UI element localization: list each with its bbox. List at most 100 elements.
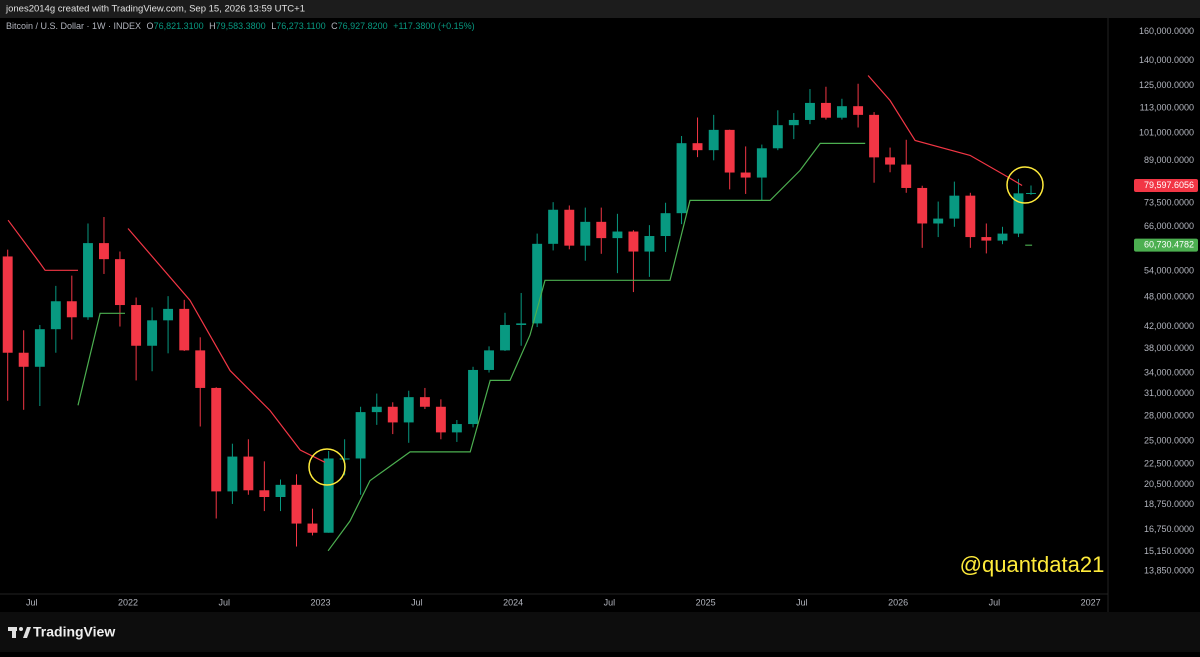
candle-body xyxy=(756,148,767,178)
candle-body xyxy=(179,308,190,351)
y-tick-label: 16,750.0000 xyxy=(1144,524,1194,534)
x-tick-label: 2026 xyxy=(888,597,908,607)
y-tick-label: 38,000.0000 xyxy=(1144,343,1194,353)
candle-body xyxy=(612,231,623,239)
price-label: 60,730.4782 xyxy=(1144,240,1194,250)
candle-body xyxy=(435,406,446,433)
y-tick-label: 66,000.0000 xyxy=(1144,221,1194,231)
x-tick-label: Jul xyxy=(26,597,38,607)
candle-body xyxy=(869,114,880,158)
y-tick-label: 13,850.0000 xyxy=(1144,566,1194,576)
candle-body xyxy=(917,187,928,224)
legend-value: 76,273.1100 xyxy=(276,21,325,31)
candle-body xyxy=(580,221,591,246)
legend-change: +117.3800 (+0.15%) xyxy=(393,21,474,31)
candle-body xyxy=(532,243,543,324)
candle-body xyxy=(243,456,254,491)
candle-body xyxy=(211,387,222,492)
header-bar xyxy=(0,0,1200,18)
candle-body xyxy=(275,484,286,497)
candle-body xyxy=(484,350,494,370)
price-label: 79,597.6056 xyxy=(1144,180,1194,190)
header-text: jones2014g created with TradingView.com,… xyxy=(5,4,305,15)
candle-body xyxy=(307,523,318,533)
candle-body xyxy=(259,490,270,497)
brand-logo xyxy=(8,627,31,638)
candle-body xyxy=(805,102,815,120)
x-tick-label: Jul xyxy=(604,597,616,607)
x-tick-label: 2027 xyxy=(1081,597,1101,607)
candle-body xyxy=(387,406,398,423)
y-tick-label: 48,000.0000 xyxy=(1144,291,1194,301)
candle-body xyxy=(596,221,607,239)
candle-body xyxy=(355,412,366,459)
y-tick-label: 42,000.0000 xyxy=(1144,321,1194,331)
candle-body xyxy=(708,129,719,151)
candle-body xyxy=(451,424,462,433)
y-tick-label: 73,500.0000 xyxy=(1144,197,1194,207)
y-tick-label: 113,000.0000 xyxy=(1140,103,1194,113)
candle-body xyxy=(147,320,158,346)
candle-body xyxy=(500,324,510,351)
candle-body xyxy=(788,119,799,126)
supertrend-line xyxy=(77,142,1033,552)
x-tick-label: Jul xyxy=(796,597,808,607)
logo-part xyxy=(12,627,16,638)
y-tick-label: 20,500.0000 xyxy=(1144,479,1194,489)
x-tick-label: Jul xyxy=(219,597,231,607)
y-tick-label: 101,000.0000 xyxy=(1139,127,1194,137)
legend-key: C xyxy=(331,21,338,31)
candle-body xyxy=(949,195,960,219)
candle-body xyxy=(981,237,992,241)
y-tick-label: 125,000.0000 xyxy=(1139,80,1194,90)
x-tick-label: 2023 xyxy=(311,597,331,607)
candle-body xyxy=(836,106,847,118)
highlight-circle xyxy=(308,448,346,486)
y-tick-label: 54,000.0000 xyxy=(1144,265,1194,275)
candle-body xyxy=(66,301,77,318)
candle-body xyxy=(660,213,671,237)
candle-body xyxy=(83,243,93,318)
candle-body xyxy=(692,143,703,151)
candle-body xyxy=(131,305,142,346)
x-tick-label: 2022 xyxy=(118,597,138,607)
legend-value: 79,583.3800 xyxy=(216,21,266,31)
watermark: @quantdata21 xyxy=(960,552,1105,577)
candle-body xyxy=(885,157,896,165)
candle-body xyxy=(371,406,382,413)
candle-body xyxy=(933,218,944,224)
candle-body xyxy=(323,458,334,533)
candle-body xyxy=(34,329,45,367)
candle-body xyxy=(99,243,109,260)
candle-body xyxy=(564,209,575,246)
candle-body xyxy=(724,129,735,173)
legend-key: O xyxy=(147,21,154,31)
y-tick-label: 140,000.0000 xyxy=(1139,55,1194,65)
legend-value: 76,821.3100 xyxy=(154,21,204,31)
legend-key: L xyxy=(271,21,276,31)
supertrend-line xyxy=(7,75,1023,463)
candle-body xyxy=(628,231,639,252)
plot-area xyxy=(2,75,1036,552)
candle-body xyxy=(227,456,238,492)
y-tick-label: 34,000.0000 xyxy=(1144,368,1194,378)
y-tick-label: 89,000.0000 xyxy=(1144,155,1194,165)
legend-value: 76,927.8200 xyxy=(338,21,388,31)
y-tick-label: 25,000.0000 xyxy=(1144,435,1194,445)
brand-name: TradingView xyxy=(33,624,115,640)
price-label-box xyxy=(1134,238,1198,252)
candle-body xyxy=(339,458,350,460)
y-tick-label: 22,500.0000 xyxy=(1144,459,1194,469)
y-tick-label: 160,000.0000 xyxy=(1139,26,1194,36)
candle-body xyxy=(163,308,174,321)
candle-body xyxy=(901,164,912,188)
candle-body xyxy=(291,484,302,524)
candle-body xyxy=(468,369,478,425)
candle-body xyxy=(676,143,687,214)
y-tick-label: 31,000.0000 xyxy=(1144,388,1194,398)
x-tick-label: 2025 xyxy=(696,597,716,607)
candle-body xyxy=(18,352,29,367)
candle-body xyxy=(114,259,125,306)
